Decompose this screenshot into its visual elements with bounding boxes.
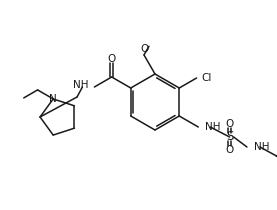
Text: NH: NH xyxy=(254,142,270,152)
Text: O: O xyxy=(225,119,234,129)
Text: N: N xyxy=(49,94,57,104)
Text: NH: NH xyxy=(73,80,88,90)
Text: O: O xyxy=(140,44,148,54)
Text: O: O xyxy=(225,145,234,155)
Text: S: S xyxy=(226,130,233,143)
Text: Cl: Cl xyxy=(202,73,212,83)
Text: NH: NH xyxy=(205,122,221,132)
Text: O: O xyxy=(107,54,116,64)
